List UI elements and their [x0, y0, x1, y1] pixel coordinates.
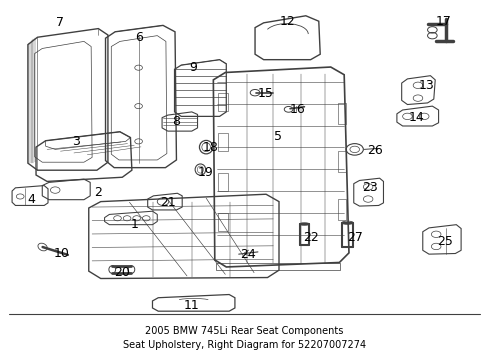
Text: 5: 5 — [273, 130, 282, 143]
Text: 2: 2 — [94, 186, 102, 199]
Text: 15: 15 — [258, 87, 273, 100]
Text: 6: 6 — [135, 31, 142, 44]
Text: 10: 10 — [53, 247, 69, 260]
Text: 26: 26 — [366, 144, 382, 157]
Text: 25: 25 — [436, 235, 452, 248]
Text: 3: 3 — [72, 135, 80, 148]
Text: 23: 23 — [362, 181, 377, 194]
Text: 27: 27 — [346, 231, 362, 244]
Text: 8: 8 — [172, 115, 180, 128]
Text: 20: 20 — [114, 266, 130, 279]
Text: 7: 7 — [56, 16, 64, 29]
Text: 19: 19 — [197, 166, 213, 179]
Text: 2005 BMW 745Li Rear Seat Components: 2005 BMW 745Li Rear Seat Components — [145, 325, 343, 336]
Text: 14: 14 — [407, 111, 423, 124]
Text: 18: 18 — [203, 141, 219, 154]
Text: 11: 11 — [183, 299, 199, 312]
Text: 17: 17 — [434, 15, 450, 28]
Text: 12: 12 — [279, 15, 295, 28]
Text: 24: 24 — [240, 248, 256, 261]
Text: 21: 21 — [160, 196, 175, 209]
Text: 13: 13 — [418, 79, 434, 92]
Text: 4: 4 — [27, 193, 35, 206]
Text: 1: 1 — [130, 218, 138, 231]
Text: Seat Upholstery, Right Diagram for 52207007274: Seat Upholstery, Right Diagram for 52207… — [122, 340, 366, 350]
Text: 9: 9 — [189, 61, 197, 74]
Text: 22: 22 — [302, 231, 318, 244]
Text: 16: 16 — [289, 103, 305, 116]
